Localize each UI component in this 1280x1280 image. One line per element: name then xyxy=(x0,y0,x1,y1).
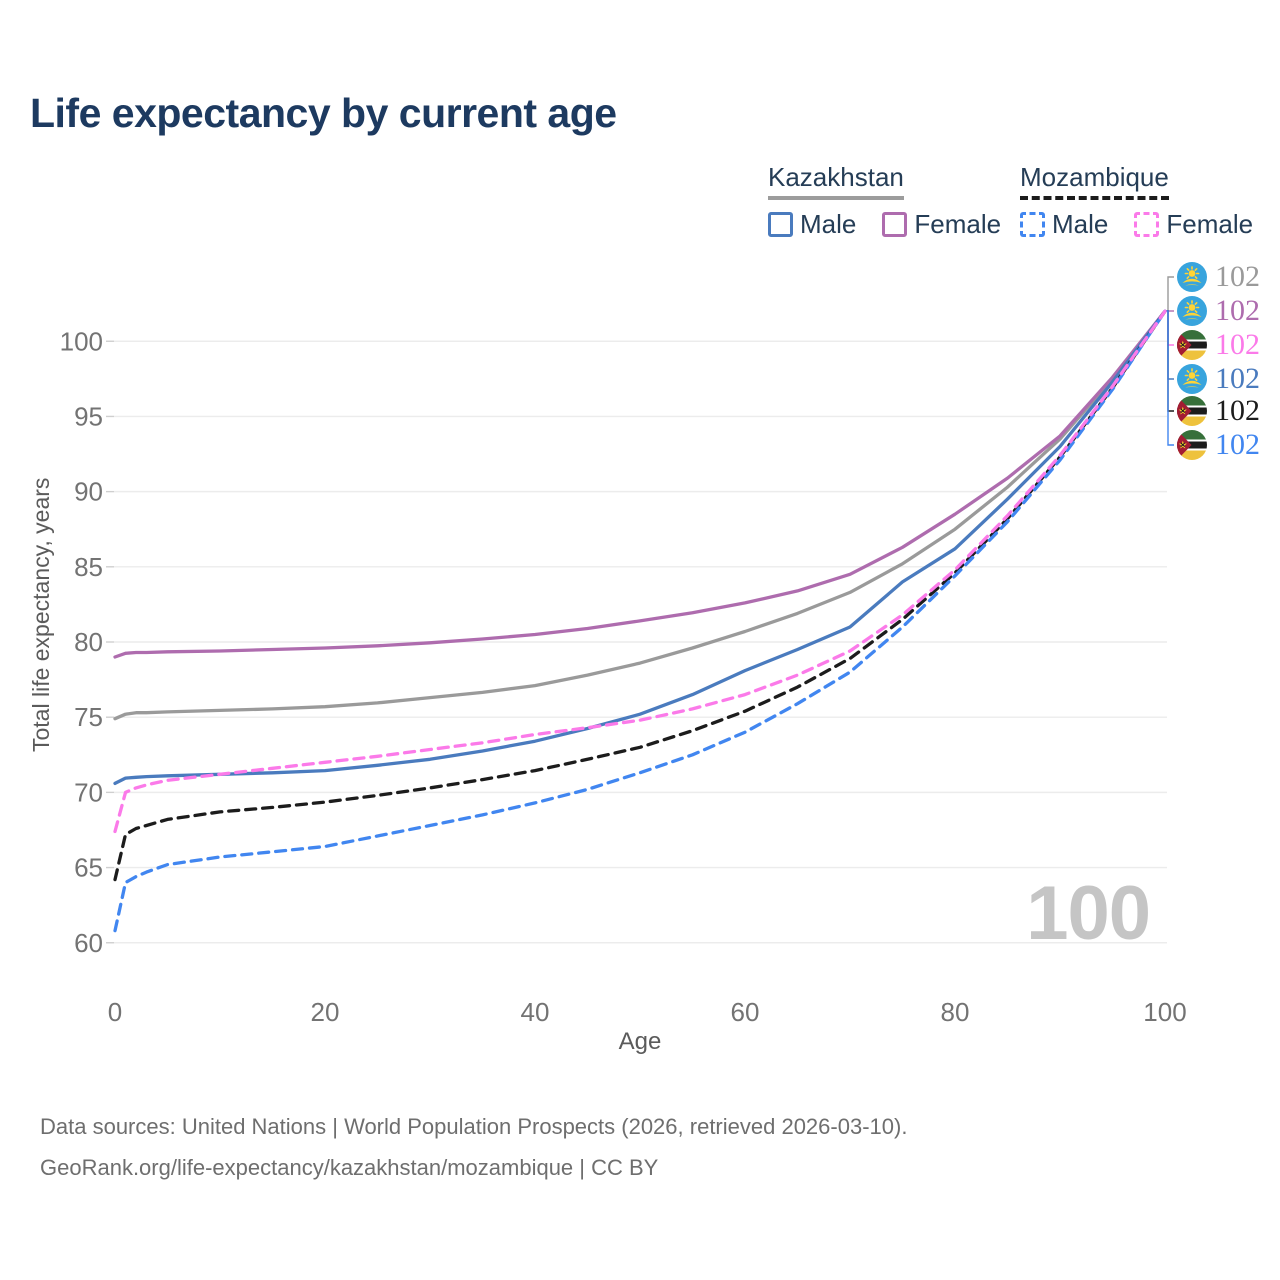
mozambique-female-swatch-icon[interactable] xyxy=(1134,212,1160,237)
end-label-connector xyxy=(1164,310,1174,412)
series-mozambique-total[interactable] xyxy=(113,309,1167,882)
series-mozambique-male[interactable] xyxy=(113,309,1167,933)
end-label-row: 102 xyxy=(1177,396,1260,426)
y-tick-label: 90 xyxy=(74,477,103,507)
end-label-value: 102 xyxy=(1215,328,1260,361)
x-axis-title: Age xyxy=(618,1028,662,1055)
kazakhstan-flag-icon xyxy=(1177,364,1207,394)
mozambique-flag-icon xyxy=(1177,430,1207,460)
y-tick-label: 95 xyxy=(74,401,103,431)
y-tick-label: 80 xyxy=(74,627,103,657)
attribution-line: GeoRank.org/life-expectancy/kazakhstan/m… xyxy=(40,1155,659,1180)
x-tick-label: 0 xyxy=(108,997,122,1027)
x-tick-label: 40 xyxy=(521,997,550,1027)
kazakhstan-male-swatch-icon[interactable] xyxy=(768,212,793,237)
x-tick-label: 20 xyxy=(311,997,340,1027)
data-sources-line: Data sources: United Nations | World Pop… xyxy=(40,1114,908,1139)
kazakhstan-female-swatch-icon[interactable] xyxy=(882,212,908,237)
legend-item-label: Female xyxy=(1166,209,1254,239)
legend-item-label: Female xyxy=(914,209,1002,239)
y-tick-label: 100 xyxy=(60,326,103,356)
y-tick-label: 70 xyxy=(74,777,103,807)
end-label-value: 102 xyxy=(1215,294,1260,327)
end-label-value: 102 xyxy=(1215,428,1260,461)
end-label-row: 102 xyxy=(1177,364,1260,394)
y-tick-label: 60 xyxy=(74,928,103,958)
legend-group-mozambique: Mozambique Male Female xyxy=(1020,162,1253,240)
end-label-connector xyxy=(1164,276,1174,312)
x-tick-label: 80 xyxy=(941,997,970,1027)
kazakhstan-flag-icon xyxy=(1177,262,1207,292)
age-counter-watermark: 100 xyxy=(1026,871,1151,956)
end-label-value: 102 xyxy=(1215,260,1260,293)
series-kazakhstan-female[interactable] xyxy=(113,309,1167,659)
y-tick-label: 85 xyxy=(74,552,103,582)
y-axis-title: Total life expectancy, years xyxy=(28,477,54,753)
legend-item-mozambique-male[interactable]: Male xyxy=(1020,209,1108,240)
mozambique-flag-icon xyxy=(1177,396,1207,426)
end-label-row: 102 xyxy=(1177,296,1260,326)
series-kazakhstan-male[interactable] xyxy=(113,309,1167,786)
y-tick-label: 75 xyxy=(74,702,103,732)
legend-group-kazakhstan: Kazakhstan Male Female xyxy=(768,162,1001,240)
legend-item-kazakhstan-male[interactable]: Male xyxy=(768,209,856,240)
series-mozambique-female[interactable] xyxy=(113,309,1167,834)
legend-item-mozambique-female[interactable]: Female xyxy=(1134,209,1253,240)
series-kazakhstan-total[interactable] xyxy=(113,309,1167,721)
footer: Data sources: United Nations | World Pop… xyxy=(40,1106,907,1188)
end-label-connector xyxy=(1164,310,1174,346)
mozambique-male-swatch-icon[interactable] xyxy=(1020,212,1045,237)
end-label-value: 102 xyxy=(1215,394,1260,427)
mozambique-flag-icon xyxy=(1177,330,1207,360)
end-label-row: 102 xyxy=(1177,430,1260,460)
end-label-value: 102 xyxy=(1215,362,1260,395)
legend-country-mozambique[interactable]: Mozambique xyxy=(1020,162,1169,200)
end-label-connector xyxy=(1164,310,1174,446)
legend-country-kazakhstan[interactable]: Kazakhstan xyxy=(768,162,904,200)
end-label-row: 102 xyxy=(1177,330,1260,360)
end-label-row: 102 xyxy=(1177,262,1260,292)
y-tick-label: 65 xyxy=(74,853,103,883)
x-tick-label: 100 xyxy=(1143,997,1186,1027)
page-title: Life expectancy by current age xyxy=(30,90,617,136)
kazakhstan-flag-icon xyxy=(1177,296,1207,326)
x-tick-label: 60 xyxy=(731,997,760,1027)
legend-item-label: Male xyxy=(800,209,857,239)
legend-item-label: Male xyxy=(1052,209,1109,239)
legend-item-kazakhstan-female[interactable]: Female xyxy=(882,209,1001,240)
